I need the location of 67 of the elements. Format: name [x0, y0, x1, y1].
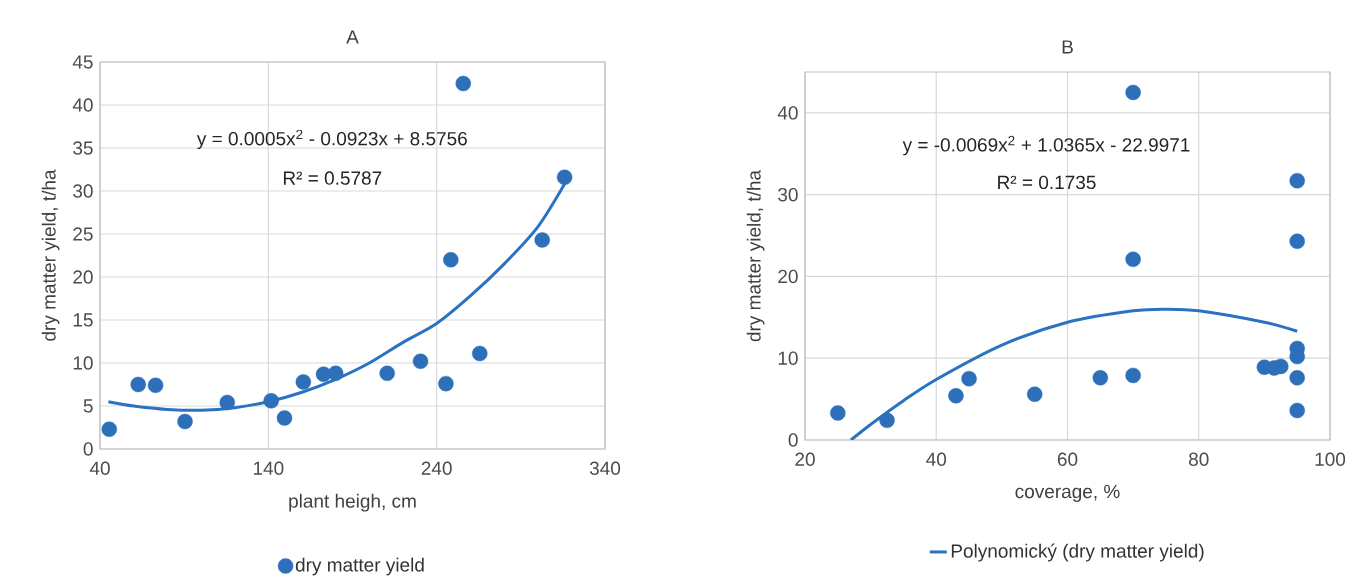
legend-label: dry matter yield — [295, 557, 424, 576]
x-tick-label: 240 — [421, 461, 452, 475]
point — [1092, 370, 1109, 386]
point — [438, 375, 454, 392]
point — [556, 169, 573, 185]
y-tick-label: 10 — [778, 351, 798, 365]
x-tick-label: 60 — [1057, 452, 1078, 466]
point — [1026, 386, 1043, 402]
x-tick-label: 140 — [253, 461, 284, 475]
point — [472, 345, 488, 362]
chart-title: B — [1062, 40, 1073, 54]
y-tick-label: 40 — [777, 106, 798, 120]
y-tick-label: 10 — [73, 356, 93, 370]
point — [1125, 84, 1141, 101]
x-tick-label: 80 — [1189, 452, 1209, 466]
point — [101, 421, 117, 437]
x-tick-label: 100 — [1315, 452, 1346, 466]
point — [130, 376, 146, 393]
annotation: R² = 0.1735 — [998, 175, 1096, 190]
point — [147, 377, 164, 394]
point — [879, 412, 895, 429]
point — [327, 365, 344, 382]
point — [948, 388, 964, 404]
y-tick-label: 40 — [72, 98, 93, 112]
point — [1125, 251, 1141, 267]
x-axis-title: coverage, % — [1015, 484, 1120, 502]
y-tick-label: 0 — [788, 433, 798, 447]
point — [1289, 233, 1305, 249]
point — [263, 393, 279, 409]
y-tick-label: 20 — [73, 270, 93, 284]
y-tick-label: 30 — [73, 184, 93, 198]
point — [1289, 173, 1305, 189]
point — [276, 410, 293, 426]
chart-title: A — [346, 30, 359, 44]
y-tick-label: 0 — [83, 442, 93, 456]
annotation: y = -0.0069x$^{2}$ + 1.0365x - 22.9971 — [902, 135, 1190, 156]
point — [219, 394, 235, 411]
y-tick-label: 35 — [73, 141, 93, 155]
point — [1273, 358, 1289, 375]
point — [1125, 367, 1141, 384]
x-tick-label: 20 — [795, 452, 815, 466]
point — [830, 405, 846, 421]
legend-label: Polynomický (dry matter yield) — [951, 543, 1204, 562]
point — [443, 252, 459, 268]
y-axis-title: dry matter yield, t/ha — [746, 169, 765, 342]
x-tick-label: 340 — [589, 461, 621, 475]
point — [455, 75, 471, 92]
annotation: R² = 0.5787 — [283, 171, 382, 185]
x-axis-title: plant heigh, cm — [289, 493, 416, 512]
y-tick-label: 5 — [83, 399, 93, 413]
y-axis-title: dry matter yield, t/ha — [41, 169, 60, 341]
y-tick-label: 20 — [778, 269, 798, 284]
point — [961, 370, 977, 387]
y-tick-label: 45 — [72, 55, 93, 69]
point — [412, 353, 429, 369]
point — [177, 413, 193, 430]
x-tick-label: 40 — [926, 452, 947, 466]
point — [295, 374, 312, 390]
y-tick-label: 25 — [73, 227, 93, 241]
annotation: y = 0.0005x$^{2}$ - 0.0923x + 8.5756 — [196, 129, 467, 150]
point — [1289, 370, 1305, 386]
line-series — [849, 307, 1299, 440]
point — [534, 232, 550, 248]
point — [1289, 402, 1305, 419]
y-tick-label: 15 — [73, 313, 93, 327]
y-tick-label: 30 — [778, 187, 798, 202]
point — [379, 365, 395, 382]
